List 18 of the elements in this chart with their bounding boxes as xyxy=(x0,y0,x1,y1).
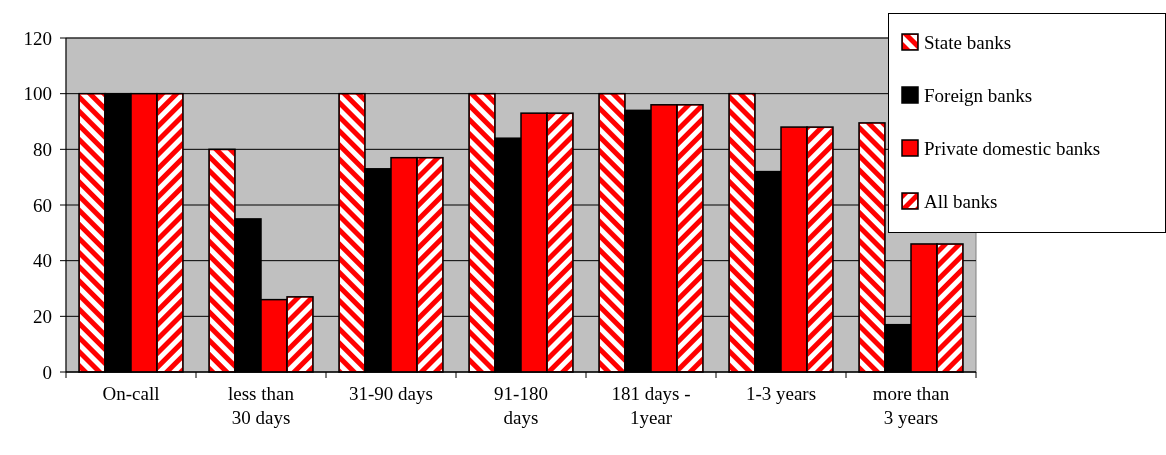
y-tick-label: 60 xyxy=(33,194,52,216)
y-tick-label: 0 xyxy=(42,361,52,383)
legend-label: State banks xyxy=(924,31,1012,53)
legend-label: Foreign banks xyxy=(924,84,1033,106)
y-tick-label: 100 xyxy=(23,83,52,105)
x-tick-label: 91-180 days xyxy=(494,383,548,428)
y-tick-label: 40 xyxy=(33,250,52,272)
x-tick-label: 1-3 years xyxy=(745,383,817,404)
x-tick-label: less than 30 days xyxy=(228,383,295,428)
x-tick-label: 181 days - 1year xyxy=(611,383,691,428)
y-tick-label: 80 xyxy=(33,138,52,160)
x-tick-label: On-call xyxy=(102,383,160,404)
x-tick-label: 31-90 days xyxy=(349,383,433,404)
y-tick-label: 20 xyxy=(33,305,52,327)
x-tick-label: more than 3 years xyxy=(872,383,950,428)
legend-label: Private domestic banks xyxy=(924,137,1101,159)
legend-label: All banks xyxy=(924,190,998,212)
y-tick-label: 120 xyxy=(23,27,52,49)
